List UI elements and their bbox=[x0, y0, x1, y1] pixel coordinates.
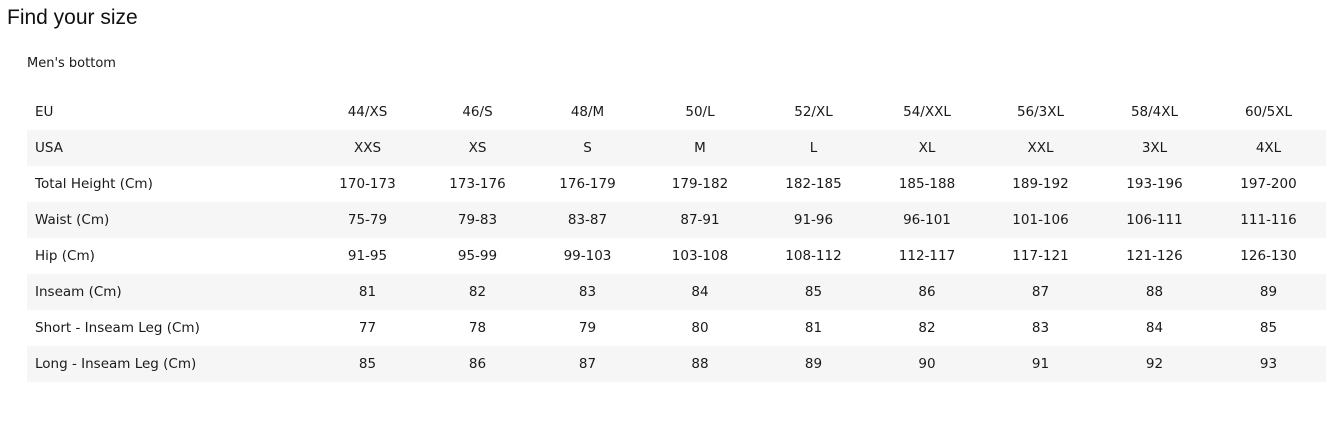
table-cell: M bbox=[644, 130, 756, 166]
table-cell: 60/5XL bbox=[1244, 104, 1293, 120]
table-cell: 52/XL bbox=[794, 104, 833, 120]
page-title: Find your size bbox=[7, 6, 138, 29]
row-label: Short - Inseam Leg (Cm) bbox=[35, 320, 200, 336]
table-cell: 80 bbox=[691, 320, 709, 336]
table-cell: 91-96 bbox=[756, 202, 871, 238]
table-cell: 86 bbox=[424, 346, 531, 382]
table-cell: 126-130 bbox=[1240, 248, 1297, 264]
table-cell: 86 bbox=[871, 274, 983, 310]
table-cell: 84 bbox=[1145, 320, 1164, 336]
table-cell: 3XL bbox=[1098, 130, 1211, 166]
table-cell: 83 bbox=[531, 274, 644, 310]
table-cell: 79 bbox=[578, 320, 597, 336]
table-cell: 88 bbox=[644, 346, 756, 382]
table-cell: 176-179 bbox=[559, 176, 616, 192]
table-cell: 79-83 bbox=[424, 202, 531, 238]
table-cell: 50/L bbox=[685, 104, 715, 120]
table-row-total-height: Total Height (Cm) 170-173 173-176 176-17… bbox=[27, 166, 1326, 202]
row-label: Waist (Cm) bbox=[27, 202, 311, 238]
table-row-short-inseam-leg: Short - Inseam Leg (Cm) 77 78 79 80 81 8… bbox=[27, 310, 1326, 346]
table-cell: L bbox=[756, 130, 871, 166]
table-cell: 170-173 bbox=[339, 176, 396, 192]
table-cell: 111-116 bbox=[1211, 202, 1326, 238]
table-cell: XL bbox=[871, 130, 983, 166]
table-cell: 89 bbox=[1211, 274, 1326, 310]
table-cell: 83-87 bbox=[531, 202, 644, 238]
table-cell: S bbox=[531, 130, 644, 166]
table-cell: 54/XXL bbox=[903, 104, 951, 120]
table-cell: 106-111 bbox=[1098, 202, 1211, 238]
table-row-hip: Hip (Cm) 91-95 95-99 99-103 103-108 108-… bbox=[27, 238, 1326, 274]
table-cell: 4XL bbox=[1211, 130, 1326, 166]
table-cell: 99-103 bbox=[563, 248, 612, 264]
table-cell: 81 bbox=[311, 274, 424, 310]
table-cell: XXS bbox=[311, 130, 424, 166]
table-cell: 87 bbox=[983, 274, 1098, 310]
table-cell: 173-176 bbox=[449, 176, 506, 192]
table-row-waist: Waist (Cm) 75-79 79-83 83-87 87-91 91-96… bbox=[27, 202, 1326, 238]
table-row-inseam: Inseam (Cm) 81 82 83 84 85 86 87 88 89 bbox=[27, 274, 1326, 310]
row-label: EU bbox=[35, 104, 54, 120]
table-row-usa: USA XXS XS S M L XL XXL 3XL 4XL bbox=[27, 130, 1326, 166]
table-cell: 88 bbox=[1098, 274, 1211, 310]
table-cell: XXL bbox=[983, 130, 1098, 166]
table-cell: 92 bbox=[1098, 346, 1211, 382]
table-cell: 85 bbox=[311, 346, 424, 382]
table-cell: 81 bbox=[804, 320, 823, 336]
row-label: Hip (Cm) bbox=[35, 248, 95, 264]
table-cell: 83 bbox=[1031, 320, 1050, 336]
size-chart-body: EU 44/XS 46/S 48/M 50/L 52/XL 54/XXL 56/… bbox=[27, 94, 1326, 382]
table-cell: 82 bbox=[918, 320, 936, 336]
table-cell: 90 bbox=[871, 346, 983, 382]
table-cell: 103-108 bbox=[671, 248, 729, 264]
row-label: Inseam (Cm) bbox=[27, 274, 311, 310]
table-cell: 46/S bbox=[462, 104, 493, 120]
table-row-long-inseam-leg: Long - Inseam Leg (Cm) 85 86 87 88 89 90… bbox=[27, 346, 1326, 382]
table-cell: 56/3XL bbox=[1016, 104, 1065, 120]
table-cell: 78 bbox=[468, 320, 487, 336]
table-cell: 48/M bbox=[570, 104, 605, 120]
table-cell: 93 bbox=[1211, 346, 1326, 382]
table-cell: 58/4XL bbox=[1130, 104, 1179, 120]
row-label: USA bbox=[27, 130, 311, 166]
table-cell: 182-185 bbox=[785, 176, 842, 192]
table-cell: 44/XS bbox=[347, 104, 388, 120]
table-cell: XS bbox=[424, 130, 531, 166]
table-cell: 82 bbox=[424, 274, 531, 310]
table-cell: 121-126 bbox=[1126, 248, 1183, 264]
size-chart-table: EU 44/XS 46/S 48/M 50/L 52/XL 54/XXL 56/… bbox=[27, 94, 1326, 382]
table-cell: 189-192 bbox=[1012, 176, 1069, 192]
row-label: Long - Inseam Leg (Cm) bbox=[27, 346, 311, 382]
table-cell: 75-79 bbox=[311, 202, 424, 238]
table-cell: 87-91 bbox=[644, 202, 756, 238]
table-cell: 112-117 bbox=[898, 248, 956, 264]
table-cell: 96-101 bbox=[871, 202, 983, 238]
section-title: Men's bottom bbox=[27, 56, 116, 71]
row-label: Total Height (Cm) bbox=[35, 176, 153, 192]
table-cell: 84 bbox=[644, 274, 756, 310]
table-cell: 89 bbox=[756, 346, 871, 382]
table-cell: 91 bbox=[983, 346, 1098, 382]
table-cell: 179-182 bbox=[671, 176, 729, 192]
table-cell: 77 bbox=[358, 320, 377, 336]
table-cell: 85 bbox=[756, 274, 871, 310]
table-cell: 95-99 bbox=[457, 248, 498, 264]
table-cell: 85 bbox=[1259, 320, 1278, 336]
table-cell: 91-95 bbox=[347, 248, 388, 264]
table-cell: 193-196 bbox=[1126, 176, 1183, 192]
table-cell: 197-200 bbox=[1240, 176, 1297, 192]
table-cell: 117-121 bbox=[1012, 248, 1069, 264]
table-cell: 108-112 bbox=[785, 248, 842, 264]
table-cell: 101-106 bbox=[983, 202, 1098, 238]
table-cell: 185-188 bbox=[898, 176, 956, 192]
table-row-eu: EU 44/XS 46/S 48/M 50/L 52/XL 54/XXL 56/… bbox=[27, 94, 1326, 130]
table-cell: 87 bbox=[531, 346, 644, 382]
